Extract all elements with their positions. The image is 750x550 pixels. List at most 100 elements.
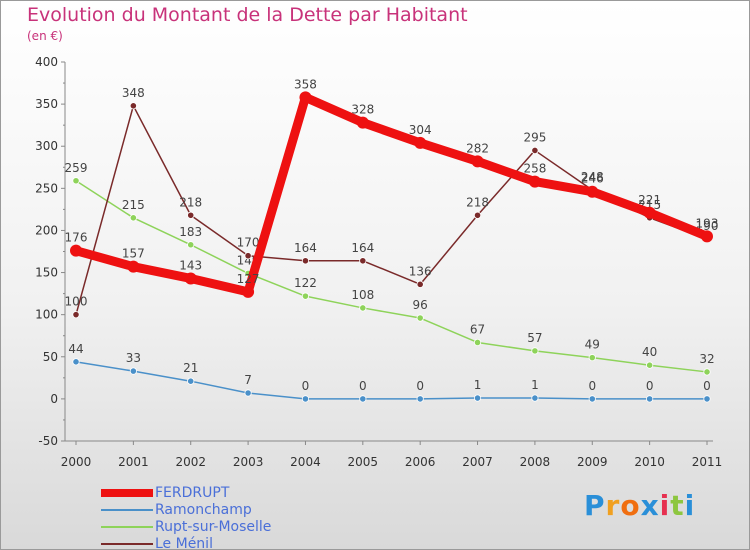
data-point — [359, 257, 367, 265]
chart-unit: (en €) — [27, 29, 63, 43]
data-label: 0 — [416, 379, 424, 393]
x-tick-label: 2000 — [61, 455, 92, 469]
x-tick-label: 2003 — [233, 455, 264, 469]
data-point — [646, 395, 654, 403]
y-tick-label: -50 — [38, 434, 58, 448]
y-tick-label: 50 — [43, 350, 58, 364]
x-tick-label: 2004 — [290, 455, 321, 469]
data-point — [70, 244, 82, 257]
data-point — [359, 395, 367, 403]
legend-item: Ramonchamp — [101, 501, 271, 518]
data-label: 193 — [696, 216, 719, 230]
data-point — [299, 91, 312, 104]
legend-item: FERDRUPT — [101, 484, 271, 501]
data-point — [528, 175, 541, 188]
data-point — [72, 358, 80, 366]
legend-label: FERDRUPT — [155, 484, 230, 501]
data-label: 44 — [68, 342, 83, 356]
data-label: 282 — [466, 141, 489, 155]
data-point — [72, 311, 80, 319]
data-label: 304 — [409, 123, 432, 137]
data-point — [187, 377, 195, 385]
y-tick-label: 150 — [35, 266, 58, 280]
data-label: 164 — [294, 241, 317, 255]
data-label: 358 — [294, 77, 317, 91]
chart-title: Evolution du Montant de la Dette par Hab… — [27, 4, 468, 26]
data-point — [588, 354, 596, 362]
series-ramonchamp: 44 33 21 7 0 0 0 1 1 0 0 0 — [68, 342, 711, 403]
y-tick-label: 400 — [35, 55, 58, 69]
data-label: 32 — [699, 352, 714, 366]
data-label: 258 — [523, 162, 546, 176]
data-label: 221 — [638, 193, 661, 207]
data-point — [127, 260, 140, 273]
series-ferdrupt: 176 157 143 127 358 328 304 282 258 246 221 193 — [65, 77, 719, 298]
data-label: 33 — [126, 351, 141, 365]
brand-letter: x — [640, 489, 660, 522]
data-label: 21 — [183, 361, 198, 375]
data-label: 57 — [527, 331, 542, 345]
legend-swatch — [101, 525, 153, 528]
data-label: 295 — [523, 130, 546, 144]
data-label: 108 — [351, 288, 374, 302]
data-label: 49 — [585, 338, 600, 352]
data-point — [244, 252, 252, 260]
series-line — [75, 180, 708, 373]
data-label: 0 — [359, 379, 367, 393]
data-point — [244, 389, 252, 397]
data-point — [701, 230, 713, 243]
legend-swatch — [101, 488, 153, 497]
data-label: 40 — [642, 345, 657, 359]
data-point — [473, 394, 482, 402]
data-label: 0 — [703, 379, 711, 393]
legend-label: Ramonchamp — [155, 501, 252, 518]
brand-letter: r — [605, 489, 621, 522]
legend-swatch — [101, 542, 153, 545]
data-point — [586, 185, 599, 198]
data-label: 127 — [237, 272, 260, 286]
data-point — [416, 280, 424, 288]
x-tick-label: 2009 — [577, 455, 608, 469]
data-point — [473, 211, 482, 219]
brand-logo: Proxiti — [584, 489, 695, 522]
data-label: 143 — [179, 258, 202, 272]
data-label: 1 — [474, 378, 482, 392]
data-point — [414, 136, 427, 149]
x-tick-label: 2002 — [175, 455, 206, 469]
data-label: 328 — [351, 103, 374, 117]
data-point — [531, 347, 539, 355]
data-point — [242, 285, 255, 298]
x-tick-label: 2006 — [405, 455, 436, 469]
data-label: 164 — [351, 241, 374, 255]
data-label: 136 — [409, 264, 432, 278]
y-tick-label: 100 — [35, 308, 58, 322]
legend: FERDRUPT Ramonchamp Rupt-sur-Moselle Le Mén… — [101, 484, 271, 549]
data-point — [184, 272, 197, 285]
data-label: 215 — [122, 198, 145, 212]
data-point — [356, 116, 369, 129]
data-label: 218 — [179, 195, 202, 209]
y-tick-label: 250 — [35, 181, 58, 195]
data-point — [129, 214, 137, 222]
data-point — [301, 292, 310, 300]
brand-letter: o — [620, 489, 641, 522]
series-line — [75, 361, 708, 400]
data-label: 1 — [531, 378, 539, 392]
x-tick-label: 2008 — [520, 455, 551, 469]
brand-letter: P — [584, 489, 606, 522]
y-tick-label: 200 — [35, 223, 58, 237]
data-label: 157 — [122, 247, 145, 261]
brand-letter: t — [670, 489, 685, 522]
data-label: 96 — [413, 298, 428, 312]
data-label: 0 — [646, 379, 654, 393]
data-label: 246 — [581, 172, 604, 186]
data-point — [646, 361, 654, 369]
data-point — [187, 241, 195, 249]
data-point — [643, 206, 656, 219]
data-label: 259 — [65, 161, 88, 175]
x-tick-label: 2007 — [462, 455, 493, 469]
data-point — [301, 257, 310, 265]
